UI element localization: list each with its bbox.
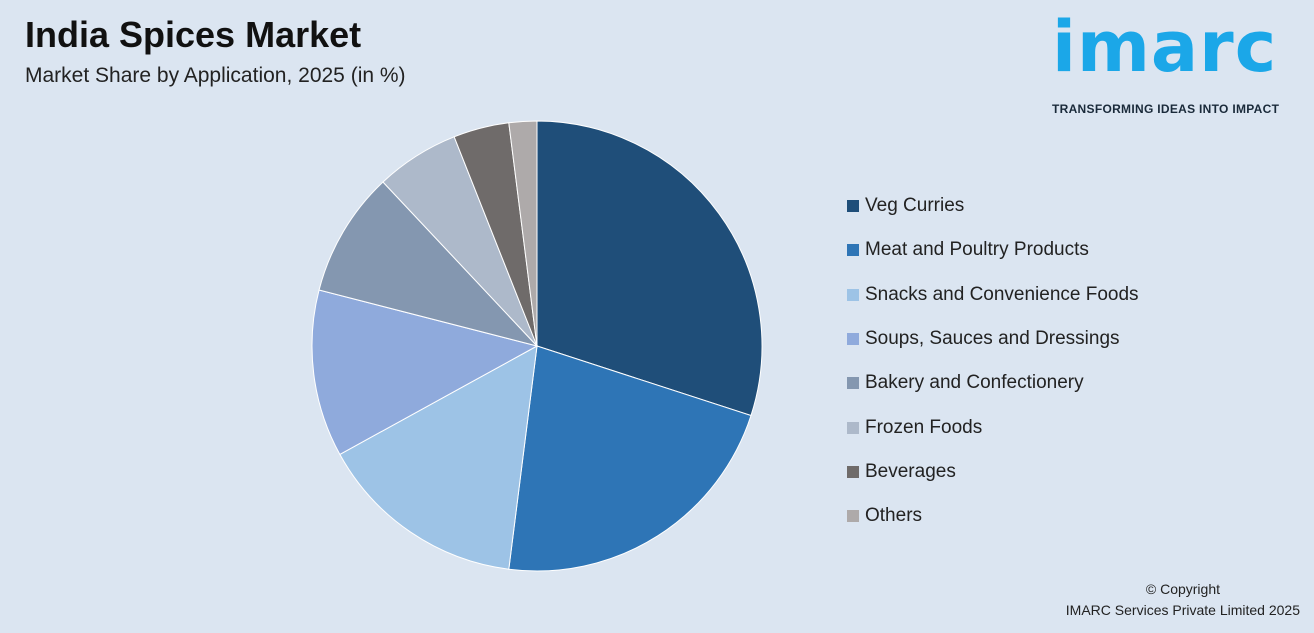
legend-swatch <box>847 200 859 213</box>
legend-swatch <box>847 465 859 478</box>
pie-slice-veg-curries <box>536 120 763 417</box>
legend-item: Veg Curries <box>847 184 1139 228</box>
legend-swatch <box>847 288 859 301</box>
pie-slice-snacks-and-convenience-foods <box>339 345 538 570</box>
chart-subtitle: Market Share by Application, 2025 (in %) <box>25 64 406 87</box>
pie-slice-soups-sauces-and-dressings <box>311 289 539 456</box>
chart-title: India Spices Market <box>25 14 362 55</box>
legend-item: Bakery and Confectionery <box>847 361 1139 405</box>
legend-swatch <box>847 377 859 390</box>
legend-label: Snacks and Convenience Foods <box>865 283 1139 305</box>
copyright-label: © Copyright <box>1145 581 1220 597</box>
copyright: © Copyright IMARC Services Private Limit… <box>1066 579 1300 621</box>
legend-item: Snacks and Convenience Foods <box>847 273 1139 317</box>
copyright-company: IMARC Services Private Limited 2025 <box>1065 602 1300 618</box>
legend-item: Soups, Sauces and Dressings <box>847 317 1139 361</box>
legend-label: Veg Curries <box>865 195 965 217</box>
legend-item: Frozen Foods <box>847 405 1139 449</box>
legend-label: Frozen Foods <box>865 416 983 438</box>
legend-label: Soups, Sauces and Dressings <box>865 328 1120 350</box>
legend-label: Others <box>865 505 923 527</box>
legend-item: Meat and Poultry Products <box>847 228 1139 272</box>
legend-label: Meat and Poultry Products <box>865 239 1089 261</box>
legend-label: Beverages <box>865 460 956 482</box>
legend-swatch <box>847 333 859 346</box>
legend-swatch <box>847 244 859 257</box>
legend-item: Beverages <box>847 450 1139 494</box>
legend: Veg Curries Meat and Poultry Products Snac… <box>847 184 1139 538</box>
legend-swatch <box>847 510 859 523</box>
legend-label: Bakery and Confectionery <box>865 372 1084 394</box>
legend-swatch <box>847 421 859 434</box>
logo-tagline: TRANSFORMING IDEAS INTO IMPACT <box>1052 102 1280 116</box>
logo-word: imarc <box>1052 6 1278 88</box>
pie-slice-bakery-and-confectionery <box>318 181 539 347</box>
imarc-logo: imarc TRANSFORMING IDEAS INTO IMPACT <box>1052 12 1308 116</box>
legend-item: Others <box>847 494 1139 538</box>
pie-slice-others <box>508 120 538 347</box>
pie-slice-meat-and-poultry-products <box>508 345 752 572</box>
